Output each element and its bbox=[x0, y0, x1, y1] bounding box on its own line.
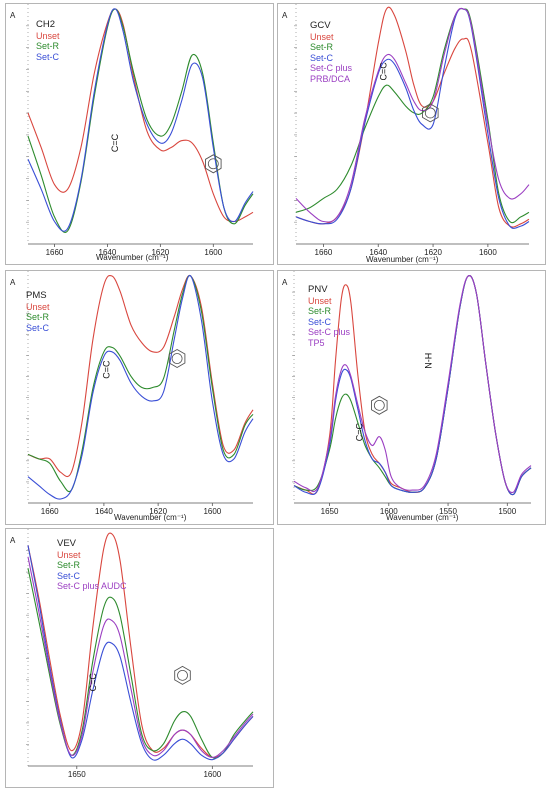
chart-svg: 1660 1640 1620 1600 C=C bbox=[26, 4, 254, 257]
series-line-unset bbox=[27, 8, 254, 223]
legend: VEV Unset Set-R Set-C Set-C plus AUDC bbox=[57, 538, 127, 592]
benzene-ring-icon bbox=[371, 395, 388, 415]
x-tick-label: 1650 bbox=[321, 507, 339, 516]
x-axis-title: Wavenumber (cm⁻¹) bbox=[386, 513, 459, 522]
legend-title: PMS bbox=[26, 290, 47, 301]
benzene-ring-icon bbox=[422, 103, 439, 123]
legend-item-set-c-plus: Set-C plus AUDC bbox=[57, 581, 127, 591]
x-tick-label: 1640 bbox=[369, 248, 387, 257]
series-line-set-c bbox=[27, 8, 254, 232]
legend: CH2 Unset Set-R Set-C bbox=[36, 19, 60, 62]
chart-panel-vev: A 1650 1600 C=C VEV Unset Set-R Set-C Set-… bbox=[5, 528, 274, 788]
legend-item-set-r: Set-R bbox=[310, 42, 334, 52]
x-tick-label: 1600 bbox=[203, 770, 221, 779]
x-tick-label: 1640 bbox=[99, 248, 117, 257]
legend-item-set-c: Set-C bbox=[36, 51, 60, 62]
x-tick-label: 1500 bbox=[498, 507, 516, 516]
legend: PNV Unset Set-R Set-C Set-C plus TP5 bbox=[308, 284, 366, 348]
legend: PMS Unset Set-R Set-C bbox=[26, 290, 50, 333]
series-line-set-r bbox=[27, 8, 254, 233]
x-tick-label: 1650 bbox=[68, 770, 86, 779]
annotation-c-c: C=C bbox=[88, 673, 98, 692]
legend-title: VEV bbox=[57, 538, 77, 549]
x-tick-label: 1600 bbox=[204, 248, 222, 257]
chart-panel-gcv: A 1660 1640 1620 1600 C=C GCV Unset Set-R Se… bbox=[277, 3, 546, 265]
series-line-set-c-plus-tp5 bbox=[293, 275, 532, 494]
benzene-ring-icon bbox=[174, 665, 191, 685]
series-line-set-c-plus-prb-dca bbox=[295, 7, 530, 223]
series-line-set-c bbox=[295, 7, 530, 229]
x-axis-title: Wavenumber (cm⁻¹) bbox=[366, 255, 439, 264]
annotation-c-c: C=C bbox=[101, 360, 111, 379]
x-tick-label: 1660 bbox=[46, 248, 64, 257]
legend-item-set-r: Set-R bbox=[308, 306, 332, 316]
annotation-c-c: C=C bbox=[110, 133, 120, 152]
legend-item-set-c-plus: Set-C plus TP5 bbox=[308, 327, 351, 348]
legend-item-unset: Unset bbox=[36, 30, 60, 41]
legend-item-set-c: Set-C bbox=[310, 52, 334, 63]
legend-title: CH2 bbox=[36, 19, 56, 30]
x-tick-label: 1640 bbox=[95, 507, 113, 516]
legend-title: GCV bbox=[310, 20, 331, 31]
chart-panel-ch2: A 1660 1640 1620 1600 C=C CH2 Unset Set-R Se… bbox=[5, 3, 274, 265]
chart-svg: 1650 1600 C=C bbox=[26, 529, 254, 779]
y-axis-label: A bbox=[10, 11, 16, 20]
legend-item-unset: Unset bbox=[308, 295, 332, 306]
annotation-n-h: N-H bbox=[423, 353, 433, 369]
x-tick-label: 1620 bbox=[151, 248, 169, 257]
x-tick-label: 1600 bbox=[479, 248, 497, 257]
legend-item-set-c: Set-C bbox=[26, 322, 50, 333]
series-line-set-r bbox=[27, 274, 254, 493]
benzene-ring-icon bbox=[168, 348, 186, 369]
legend-item-set-c-plus: Set-C plus PRB/DCA bbox=[310, 63, 353, 84]
legend-item-set-r: Set-R bbox=[26, 312, 50, 322]
annotation-c-c: C=C bbox=[355, 422, 365, 441]
legend: GCV Unset Set-R Set-C Set-C plus PRB/DCA bbox=[310, 20, 372, 84]
legend-item-unset: Unset bbox=[310, 31, 334, 42]
x-tick-label: 1600 bbox=[203, 507, 221, 516]
series-line-set-c-plus-audc bbox=[27, 556, 254, 758]
benzene-ring-icon bbox=[205, 154, 222, 174]
series-line-set-r bbox=[295, 8, 530, 224]
y-axis-label: A bbox=[10, 278, 16, 287]
legend-item-unset: Unset bbox=[57, 549, 81, 560]
chart-panel-pms: A 1660 1640 1620 1600 C=C PMS Unset Set-R Se… bbox=[5, 270, 274, 525]
chart-panel-pnv: A 1650 1600 1550 1500 C=C N-H PNV Unset Set-R… bbox=[277, 270, 546, 525]
y-axis-label: A bbox=[282, 11, 288, 20]
chart-svg: 1660 1640 1620 1600 C=C bbox=[294, 4, 530, 257]
annotation-c-c: C=C bbox=[378, 62, 388, 81]
legend-item-unset: Unset bbox=[26, 301, 50, 312]
y-axis-label: A bbox=[282, 278, 288, 287]
x-tick-label: 1600 bbox=[380, 507, 398, 516]
y-axis-label: A bbox=[10, 536, 16, 545]
chart-svg: 1650 1600 1550 1500 C=C N-H bbox=[292, 271, 532, 516]
x-tick-label: 1660 bbox=[41, 507, 59, 516]
legend-item-set-r: Set-R bbox=[36, 41, 60, 51]
x-tick-label: 1620 bbox=[149, 507, 167, 516]
series-line-unset bbox=[27, 274, 254, 478]
legend-item-set-c: Set-C bbox=[308, 316, 332, 327]
x-tick-label: 1620 bbox=[424, 248, 442, 257]
legend-title: PNV bbox=[308, 284, 328, 295]
legend-item-set-c: Set-C bbox=[57, 570, 81, 581]
series-line-set-c bbox=[27, 274, 254, 500]
chart-svg: 1660 1640 1620 1600 C=C bbox=[26, 271, 254, 516]
legend-item-set-r: Set-R bbox=[57, 560, 81, 570]
x-tick-label: 1660 bbox=[315, 248, 333, 257]
x-tick-label: 1550 bbox=[439, 507, 457, 516]
x-axis-title: Wavenumber (cm⁻¹) bbox=[114, 513, 187, 522]
x-axis-title: Wavenumber (cm⁻¹) bbox=[96, 253, 169, 262]
